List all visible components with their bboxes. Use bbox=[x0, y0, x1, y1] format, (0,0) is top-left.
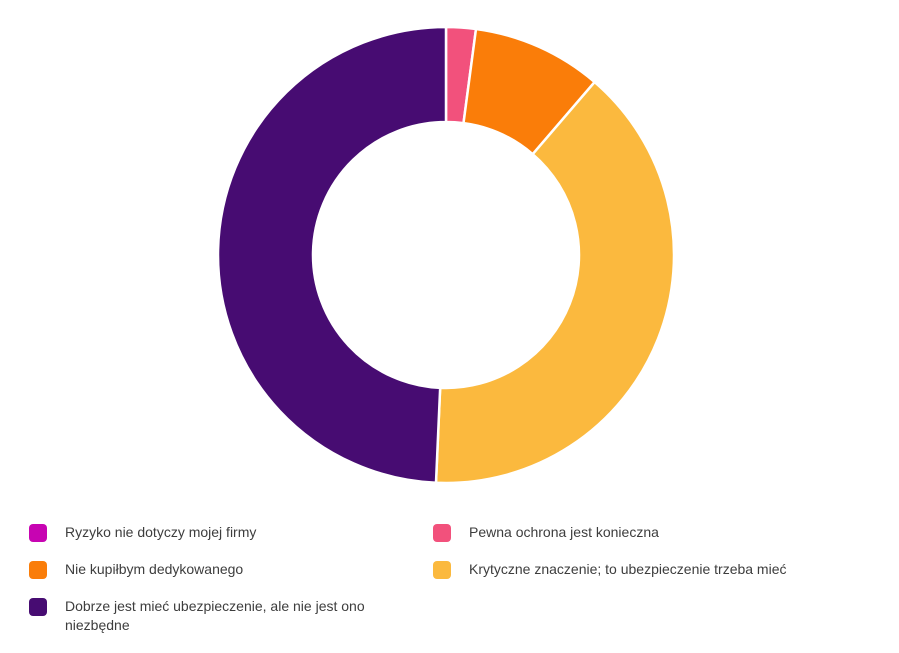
legend-swatch-pink-icon bbox=[433, 524, 451, 542]
legend-label: Nie kupiłbym dedykowanego bbox=[65, 561, 244, 577]
legend-label: Krytyczne znaczenie; to ubezpieczenie tr… bbox=[469, 561, 787, 577]
legend-item-ryzyko-nie-dotyczy[interactable]: Ryzyko nie dotyczy mojej firmy bbox=[29, 523, 433, 542]
legend-item-dobrze-jest-miec[interactable]: Dobrze jest mieć ubezpieczenie, ale nie … bbox=[29, 597, 433, 635]
donut-chart bbox=[216, 25, 676, 485]
legend-label: Dobrze jest mieć ubezpieczenie, ale nie … bbox=[65, 598, 365, 633]
legend-item-pewna-ochrona[interactable]: Pewna ochrona jest konieczna bbox=[433, 523, 883, 542]
chart-legend: Ryzyko nie dotyczy mojej firmy Nie kupił… bbox=[29, 523, 883, 653]
legend-label: Ryzyko nie dotyczy mojej firmy bbox=[65, 524, 257, 540]
donut-slice-2[interactable] bbox=[434, 80, 676, 485]
donut-slice-3[interactable] bbox=[216, 25, 448, 485]
legend-column-left: Ryzyko nie dotyczy mojej firmy Nie kupił… bbox=[29, 523, 433, 653]
legend-item-krytyczne-znaczenie[interactable]: Krytyczne znaczenie; to ubezpieczenie tr… bbox=[433, 560, 883, 579]
legend-item-nie-kupilbym[interactable]: Nie kupiłbym dedykowanego bbox=[29, 560, 433, 579]
legend-swatch-orange-icon bbox=[29, 561, 47, 579]
legend-column-right: Pewna ochrona jest konieczna Krytyczne z… bbox=[433, 523, 883, 597]
legend-swatch-magenta-icon bbox=[29, 524, 47, 542]
legend-label: Pewna ochrona jest konieczna bbox=[469, 524, 659, 540]
legend-swatch-purple-icon bbox=[29, 598, 47, 616]
legend-swatch-amber-icon bbox=[433, 561, 451, 579]
